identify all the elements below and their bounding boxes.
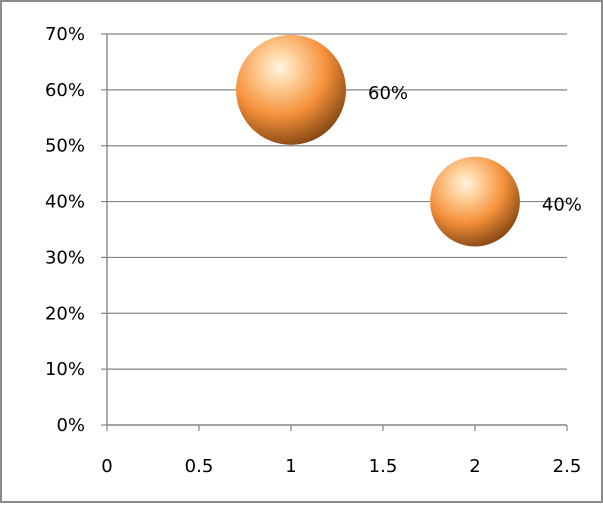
x-tick-label: 0 <box>101 456 112 477</box>
x-tick-label: 1 <box>285 456 296 477</box>
bubbles: 60% 40% <box>236 34 582 247</box>
bubble-data-label: 60% <box>368 83 408 104</box>
bubble-data-label: 40% <box>542 195 582 216</box>
y-tick-label: 10% <box>45 359 85 380</box>
bubble-point <box>430 156 520 247</box>
y-tick-label: 30% <box>45 247 85 268</box>
y-tick-label: 70% <box>45 24 85 45</box>
y-tick-label: 60% <box>45 80 85 101</box>
tick-labels: 0% 10% 20% 30% 40% 50% 60% 70% 0 0.5 1 1.5 2 2.5 <box>45 24 581 477</box>
y-tick-label: 40% <box>45 192 85 213</box>
x-tick-label: 1.5 <box>369 456 398 477</box>
x-tick-label: 2.5 <box>553 456 582 477</box>
y-tick-label: 20% <box>45 303 85 324</box>
y-tick-label: 0% <box>56 415 85 436</box>
axes <box>101 33 568 431</box>
x-tick-label: 2 <box>469 456 480 477</box>
bubble-point <box>236 34 346 145</box>
y-tick-label: 50% <box>45 136 85 157</box>
x-tick-label: 0.5 <box>185 456 214 477</box>
